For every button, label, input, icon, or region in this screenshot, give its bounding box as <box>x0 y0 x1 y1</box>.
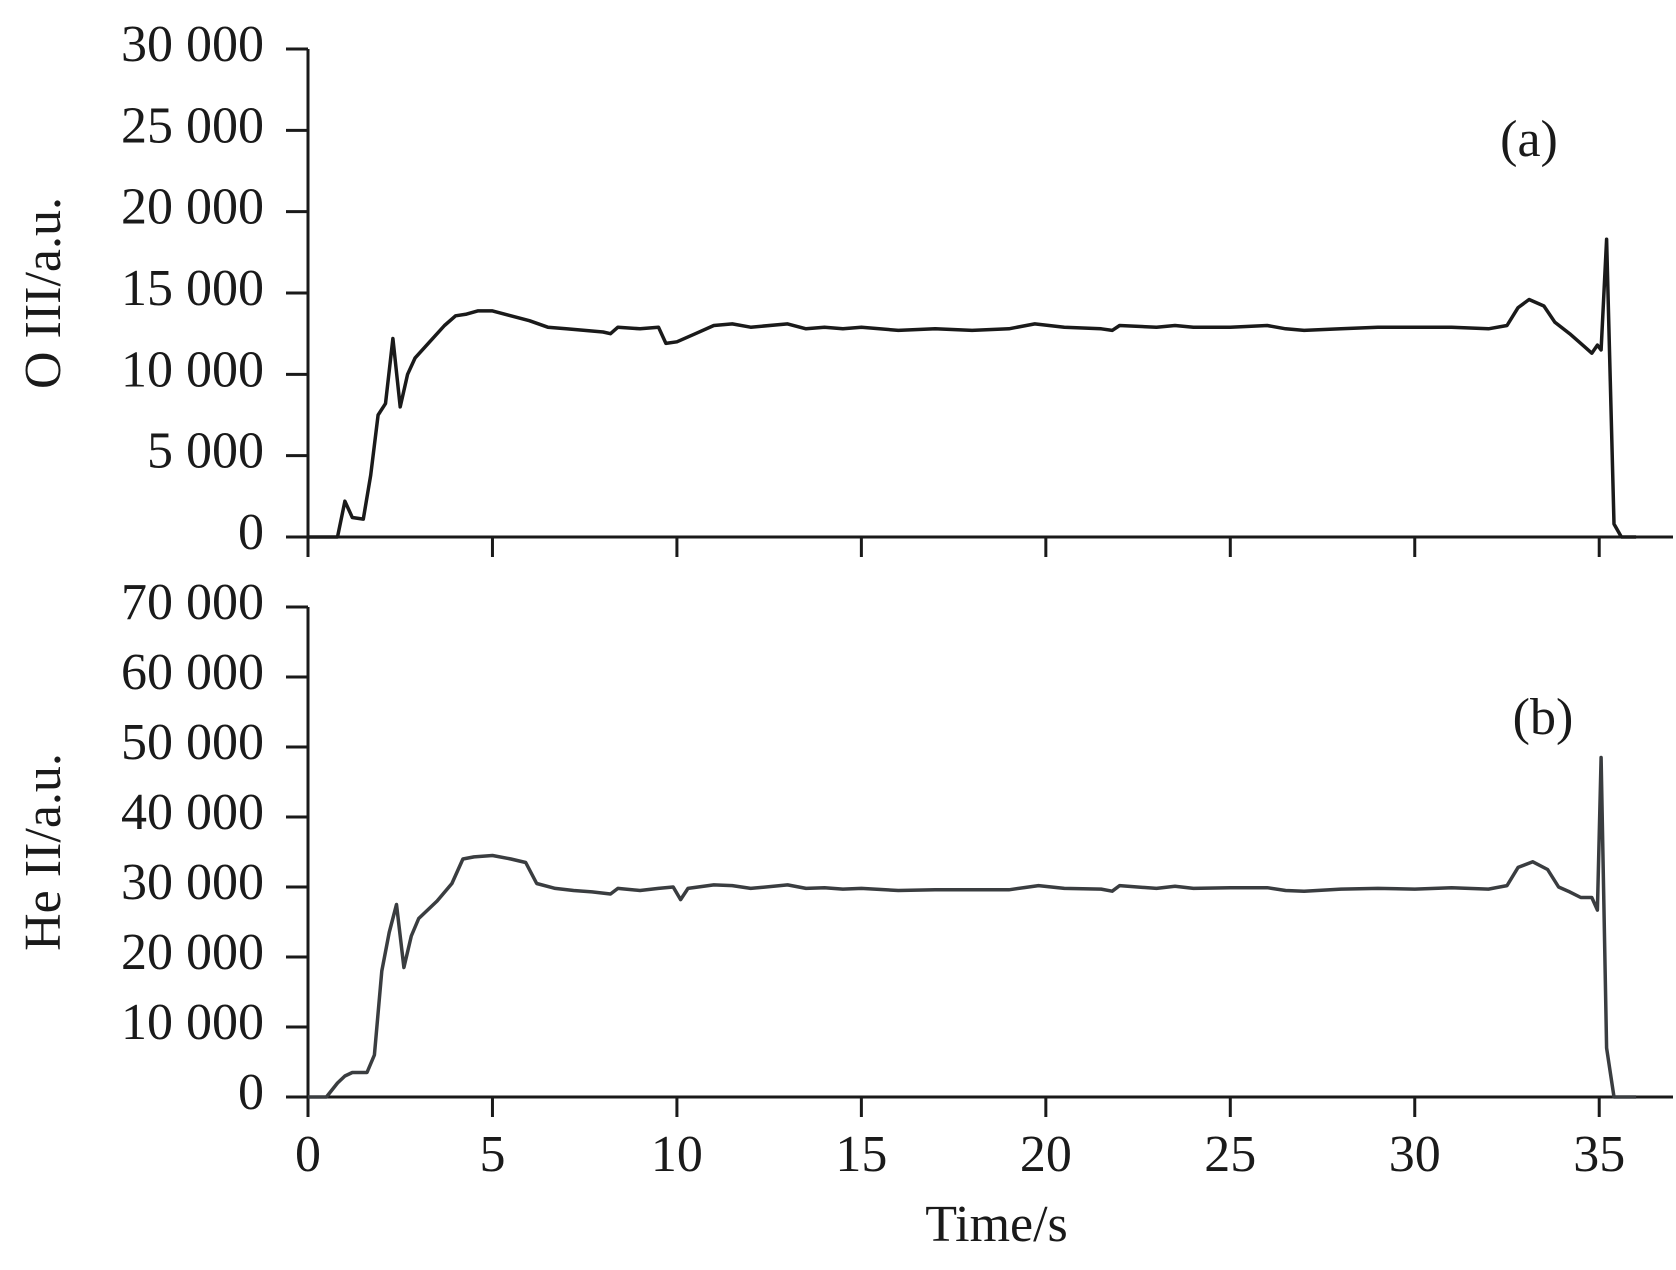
x-tick-label: 5 <box>479 1126 505 1183</box>
y-tick-label: 5 000 <box>147 423 264 480</box>
y-tick-label: 30 000 <box>121 854 264 911</box>
x-tick-label: 0 <box>295 1126 321 1183</box>
y-tick-label: 0 <box>238 504 264 561</box>
y-tick-label: 40 000 <box>121 784 264 841</box>
x-tick-label: 15 <box>835 1126 887 1183</box>
panel-label: (a) <box>1500 111 1558 168</box>
y-tick-label: 10 000 <box>121 994 264 1051</box>
x-tick-label: 20 <box>1020 1126 1072 1183</box>
x-tick-label: 35 <box>1573 1126 1625 1183</box>
x-tick-label: 30 <box>1389 1126 1441 1183</box>
x-tick-label: 10 <box>651 1126 703 1183</box>
y-tick-label: 60 000 <box>121 644 264 701</box>
y-tick-label: 20 000 <box>121 179 264 236</box>
y-tick-label: 30 000 <box>121 16 264 73</box>
data-line <box>308 237 1637 539</box>
y-axis-title: O III/a.u. <box>15 197 72 389</box>
panel-label: (b) <box>1513 689 1574 746</box>
y-tick-label: 70 000 <box>121 574 264 631</box>
data-line <box>308 755 1637 1099</box>
y-tick-label: 20 000 <box>121 924 264 981</box>
y-tick-label: 15 000 <box>121 260 264 317</box>
y-tick-label: 50 000 <box>121 714 264 771</box>
x-tick-label: 25 <box>1204 1126 1256 1183</box>
y-axis-title: He II/a.u. <box>15 753 72 951</box>
y-tick-label: 25 000 <box>121 97 264 154</box>
y-tick-label: 10 000 <box>121 341 264 398</box>
x-axis-title: Time/s <box>925 1196 1068 1253</box>
y-tick-label: 0 <box>238 1064 264 1121</box>
